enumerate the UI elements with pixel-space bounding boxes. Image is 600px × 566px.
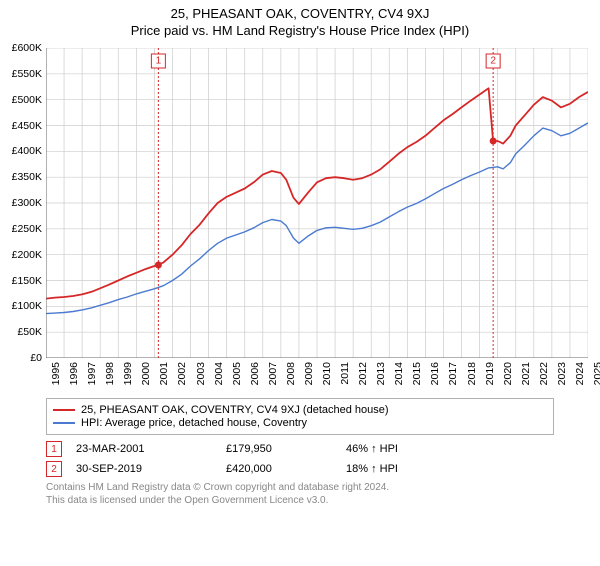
x-axis-label: 2025 (592, 362, 600, 385)
y-axis-label: £450K (0, 120, 46, 132)
transaction-marker (155, 262, 162, 269)
x-axis-label: 2007 (267, 362, 279, 385)
transaction-row-badge: 2 (46, 461, 62, 477)
legend: 25, PHEASANT OAK, COVENTRY, CV4 9XJ (det… (46, 398, 554, 435)
transaction-row-badge: 1 (46, 441, 62, 457)
footer-line-1: Contains HM Land Registry data © Crown c… (46, 481, 554, 494)
x-axis-label: 2015 (411, 362, 423, 385)
x-axis-label: 1998 (104, 362, 116, 385)
transaction-date: 30-SEP-2019 (76, 463, 226, 475)
y-axis-label: £250K (0, 223, 46, 235)
chart-title-sub: Price paid vs. HM Land Registry's House … (0, 23, 600, 38)
x-axis-label: 2009 (303, 362, 315, 385)
legend-label: 25, PHEASANT OAK, COVENTRY, CV4 9XJ (det… (81, 404, 389, 416)
x-axis-label: 2006 (249, 362, 261, 385)
y-axis-label: £600K (0, 42, 46, 54)
chart-titles: 25, PHEASANT OAK, COVENTRY, CV4 9XJ Pric… (0, 6, 600, 38)
legend-swatch (53, 422, 75, 424)
x-axis-label: 2014 (393, 362, 405, 385)
x-axis-label: 2022 (538, 362, 550, 385)
y-axis-label: £200K (0, 249, 46, 261)
legend-row: HPI: Average price, detached house, Cove… (53, 417, 547, 429)
x-axis-label: 1996 (68, 362, 80, 385)
y-axis-label: £50K (0, 326, 46, 338)
y-axis-label: £300K (0, 197, 46, 209)
x-axis-label: 2000 (140, 362, 152, 385)
x-axis-label: 2005 (231, 362, 243, 385)
transaction-row: 1 23-MAR-2001£179,95046% ↑ HPI (46, 441, 554, 457)
plot-svg: 12 (46, 48, 588, 358)
x-axis-label: 2023 (556, 362, 568, 385)
plot-area: £0 £50K £100K £150K £200K £250K £300K £350K £400… (0, 42, 600, 394)
footer-line-2: This data is licensed under the Open Gov… (46, 494, 554, 507)
transaction-price: £420,000 (226, 463, 346, 475)
y-axis-label: £100K (0, 300, 46, 312)
x-axis-label: 2001 (158, 362, 170, 385)
x-axis-label: 2019 (484, 362, 496, 385)
x-axis-label: 2021 (520, 362, 532, 385)
x-axis-label: 1999 (122, 362, 134, 385)
transaction-row: 2 30-SEP-2019£420,00018% ↑ HPI (46, 461, 554, 477)
x-axis-label: 2002 (176, 362, 188, 385)
x-axis-label: 1997 (86, 362, 98, 385)
x-axis-label: 2008 (285, 362, 297, 385)
transaction-hpi: 46% ↑ HPI (346, 443, 398, 455)
transaction-price: £179,950 (226, 443, 346, 455)
chart-container: 25, PHEASANT OAK, COVENTRY, CV4 9XJ Pric… (0, 6, 600, 566)
transaction-marker (490, 138, 497, 145)
x-axis-label: 2017 (447, 362, 459, 385)
legend-row: 25, PHEASANT OAK, COVENTRY, CV4 9XJ (det… (53, 404, 547, 416)
x-axis-label: 2024 (574, 362, 586, 385)
y-axis-label: £150K (0, 275, 46, 287)
chart-title-main: 25, PHEASANT OAK, COVENTRY, CV4 9XJ (0, 6, 600, 21)
y-axis-label: £400K (0, 145, 46, 157)
x-axis-label: 2012 (357, 362, 369, 385)
legend-swatch (53, 409, 75, 411)
x-axis-label: 2004 (213, 362, 225, 385)
transaction-badge-number: 1 (156, 56, 162, 67)
footer: Contains HM Land Registry data © Crown c… (46, 481, 554, 507)
x-axis-label: 2013 (375, 362, 387, 385)
x-axis-label: 2003 (195, 362, 207, 385)
legend-label: HPI: Average price, detached house, Cove… (81, 417, 307, 429)
y-axis-label: £0 (0, 352, 46, 364)
x-axis-label: 1995 (50, 362, 62, 385)
x-axis-label: 2011 (339, 362, 351, 385)
y-axis-label: £350K (0, 171, 46, 183)
y-axis-label: £550K (0, 68, 46, 80)
x-axis-label: 2016 (429, 362, 441, 385)
transactions-list: 1 23-MAR-2001£179,95046% ↑ HPI 2 30-SEP-201… (46, 441, 554, 477)
x-axis-label: 2020 (502, 362, 514, 385)
transaction-date: 23-MAR-2001 (76, 443, 226, 455)
transaction-badge-number: 2 (490, 56, 496, 67)
x-axis-label: 2018 (466, 362, 478, 385)
transaction-hpi: 18% ↑ HPI (346, 463, 398, 475)
y-axis-label: £500K (0, 94, 46, 106)
x-axis-label: 2010 (321, 362, 333, 385)
